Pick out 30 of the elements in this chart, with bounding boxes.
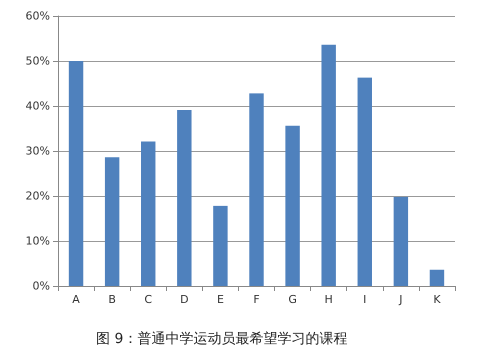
caption: 图 9：普通中学运动员最希望学习的课程 [96,330,348,347]
x-tick-label: G [288,293,297,306]
y-tick-label: 60% [26,10,50,22]
bar [249,93,264,286]
bar [394,196,408,286]
y-tick-label: 20% [26,190,50,202]
y-tick-label: 40% [26,100,50,112]
x-tick-label: E [216,293,224,306]
x-tick-label: B [108,293,116,306]
bar [68,61,84,286]
y-tick-label: 50% [26,54,50,68]
bar [321,44,336,286]
x-tick-label: I [363,293,366,306]
x-tick-label: D [180,293,189,306]
bar [213,206,228,286]
bar [358,78,372,286]
bar [430,270,444,286]
x-tick-label: H [324,293,333,306]
y-tick-label: 30% [26,144,50,158]
x-tick-label: F [253,293,260,306]
x-tick-label: J [398,293,402,306]
bar [141,142,156,286]
bar [177,110,192,286]
bar [104,157,120,286]
y-tick-label: 10% [26,234,50,248]
y-tick-label: 0% [32,280,50,292]
x-tick-label: C [144,293,152,306]
x-tick-label: K [433,293,442,306]
bar [285,126,300,286]
x-tick-label: A [72,293,80,306]
